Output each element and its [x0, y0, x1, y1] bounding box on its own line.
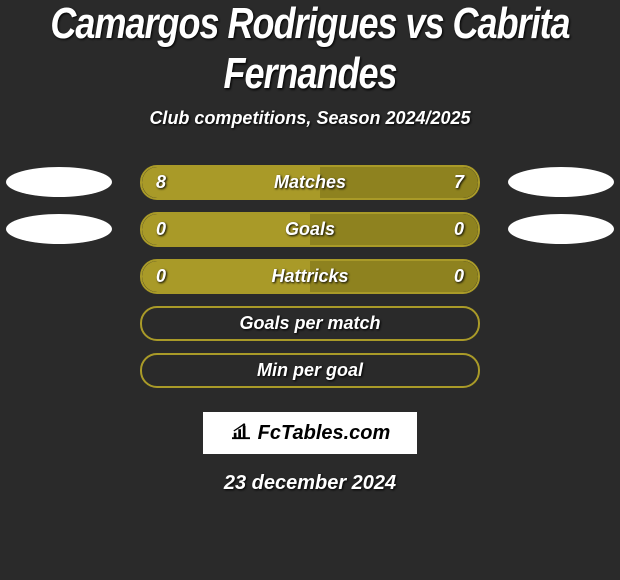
- stat-right-value: 0: [454, 219, 464, 240]
- stat-right-value: 7: [454, 172, 464, 193]
- subtitle: Club competitions, Season 2024/2025: [0, 108, 620, 129]
- bar-fill-right: [310, 214, 478, 245]
- stat-label: Goals per match: [239, 313, 380, 334]
- stat-label: Min per goal: [257, 360, 363, 381]
- stat-bar: Min per goal: [140, 353, 480, 388]
- page-title: Camargos Rodrigues vs Cabrita Fernandes: [0, 0, 620, 99]
- stat-row: Goals per match: [0, 306, 620, 341]
- stat-left-value: 0: [156, 266, 166, 287]
- player-pill-left: [6, 167, 112, 197]
- stat-label: Hattricks: [271, 266, 348, 287]
- stat-row: 8 Matches 7: [0, 165, 620, 200]
- player-pill-right: [508, 167, 614, 197]
- stat-label: Matches: [274, 172, 346, 193]
- stat-bar: 0 Goals 0: [140, 212, 480, 247]
- logo-box: FcTables.com: [203, 412, 417, 454]
- chart-icon: [230, 422, 252, 445]
- stat-bar: Goals per match: [140, 306, 480, 341]
- stat-bar: 0 Hattricks 0: [140, 259, 480, 294]
- player-pill-right: [508, 214, 614, 244]
- stat-left-value: 0: [156, 219, 166, 240]
- date-label: 23 december 2024: [0, 472, 620, 495]
- stat-right-value: 0: [454, 266, 464, 287]
- stat-label: Goals: [285, 219, 335, 240]
- stat-left-value: 8: [156, 172, 166, 193]
- stat-row: 0 Goals 0: [0, 212, 620, 247]
- stat-row: 0 Hattricks 0: [0, 259, 620, 294]
- stats-rows: 8 Matches 7 0 Goals 0 0 Hattricks 0 Goals per mat…: [0, 165, 620, 388]
- player-pill-left: [6, 214, 112, 244]
- stat-bar: 8 Matches 7: [140, 165, 480, 200]
- stat-row: Min per goal: [0, 353, 620, 388]
- logo-text: FcTables.com: [258, 422, 391, 445]
